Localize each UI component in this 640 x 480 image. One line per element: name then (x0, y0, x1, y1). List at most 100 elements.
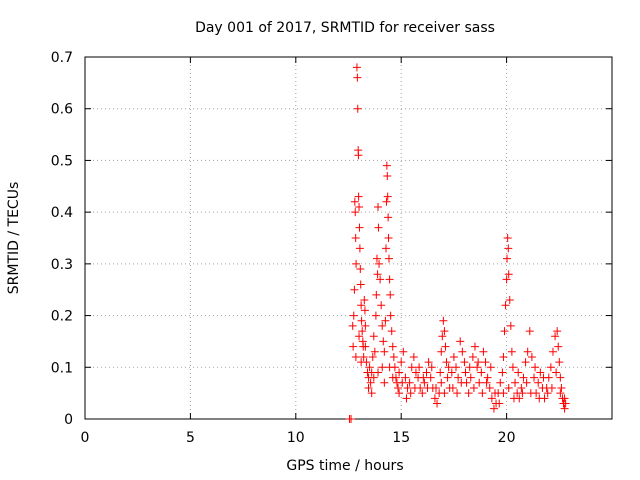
data-point (407, 363, 416, 372)
data-point (354, 151, 363, 160)
data-point (500, 327, 509, 336)
data-point (419, 373, 428, 382)
data-point (522, 378, 531, 387)
data-point (557, 383, 566, 392)
data-point (489, 404, 498, 413)
data-point (461, 368, 470, 377)
data-point (556, 373, 565, 382)
data-point (511, 378, 520, 387)
data-point (382, 161, 391, 170)
data-point (523, 347, 532, 356)
data-point (433, 399, 442, 408)
data-point (374, 223, 383, 232)
data-point (443, 373, 452, 382)
data-point (454, 373, 463, 382)
data-point (441, 342, 450, 351)
data-point (437, 347, 446, 356)
data-point (453, 389, 462, 398)
data-point (389, 352, 398, 361)
data-point (380, 347, 389, 356)
data-point (424, 358, 433, 367)
data-point (466, 373, 475, 382)
data-point (554, 342, 563, 351)
x-tick-label: 20 (498, 430, 516, 446)
data-point (423, 383, 432, 392)
data-point (348, 321, 357, 330)
data-point (385, 275, 394, 284)
data-point (527, 352, 536, 361)
data-point (560, 394, 569, 403)
data-point (499, 352, 508, 361)
data-point (430, 394, 439, 403)
data-point (349, 342, 358, 351)
data-point (394, 383, 403, 392)
data-point (470, 342, 479, 351)
data-point (377, 301, 386, 310)
data-point (460, 358, 469, 367)
x-tick-label: 5 (186, 430, 195, 446)
data-point (355, 223, 364, 232)
data-point (465, 363, 474, 372)
data-point (411, 368, 420, 377)
data-point (382, 197, 391, 206)
grid-lines (85, 57, 612, 419)
data-point (380, 378, 389, 387)
data-point (405, 378, 414, 387)
data-point (387, 327, 396, 336)
data-point (535, 394, 544, 403)
data-point (486, 363, 495, 372)
data-point (449, 352, 458, 361)
data-point (502, 275, 511, 284)
data-point (370, 347, 379, 356)
data-point (485, 383, 494, 392)
data-point (553, 327, 562, 336)
data-point (381, 316, 390, 325)
data-point (560, 404, 569, 413)
data-point (350, 197, 359, 206)
data-point (456, 337, 465, 346)
data-point (395, 389, 404, 398)
data-point (357, 301, 366, 310)
data-point (361, 321, 370, 330)
data-point (536, 368, 545, 377)
y-tick-label: 0.2 (51, 309, 73, 325)
data-point (415, 363, 424, 372)
data-point (458, 347, 467, 356)
data-point (507, 347, 516, 356)
data-point (356, 265, 365, 274)
data-point (464, 389, 473, 398)
data-point (351, 352, 360, 361)
data-point (499, 389, 508, 398)
y-tick-label: 0.5 (51, 153, 73, 169)
data-point (552, 368, 561, 377)
data-point (383, 171, 392, 180)
data-point (475, 378, 484, 387)
y-tick-labels: 0 0.1 0.2 0.3 0.4 0.5 0.6 0.7 (51, 50, 73, 428)
data-point (369, 332, 378, 341)
data-point (347, 415, 356, 423)
data-point (448, 383, 457, 392)
data-point (374, 202, 383, 211)
data-point (561, 399, 570, 408)
data-point (504, 270, 513, 279)
data-point (546, 363, 555, 372)
data-point (508, 363, 517, 372)
data-point (517, 383, 526, 392)
data-point (551, 332, 560, 341)
data-point (518, 389, 527, 398)
data-point (496, 378, 505, 387)
y-axis-label: SRMTID / TECUs (6, 182, 22, 295)
data-point (504, 383, 513, 392)
data-point (367, 389, 376, 398)
data-point (360, 296, 369, 305)
data-point (487, 394, 496, 403)
data-point (447, 368, 456, 377)
data-points (345, 63, 570, 423)
data-point (498, 368, 507, 377)
data-point (386, 311, 395, 320)
y-tick-label: 0.7 (51, 50, 73, 66)
data-point (440, 327, 449, 336)
data-point (385, 363, 394, 372)
data-point (514, 368, 523, 377)
data-point (468, 352, 477, 361)
